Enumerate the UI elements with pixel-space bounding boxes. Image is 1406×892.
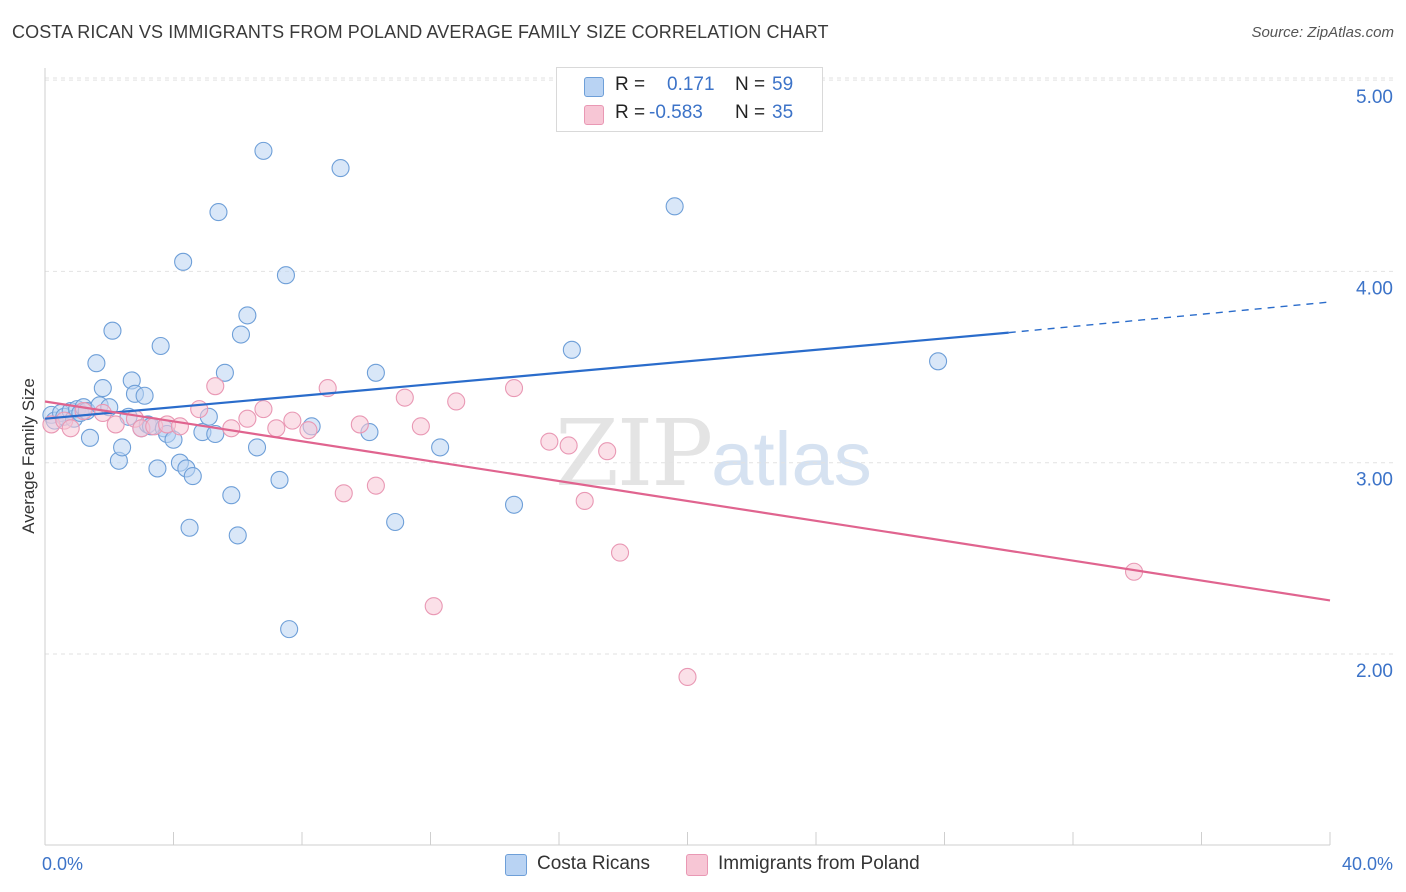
data-point-costa-ricans <box>504 495 524 514</box>
data-point-poland <box>598 442 617 461</box>
blue-square-icon <box>505 854 527 876</box>
correlation-legend: R = 0.171 N = 59 R = -0.583 N = 35 <box>556 67 823 132</box>
data-point-costa-ricans <box>247 438 267 457</box>
data-point-costa-ricans <box>80 428 100 447</box>
data-point-costa-ricans <box>148 459 167 478</box>
x-ticks <box>44 832 1331 845</box>
trend-lines <box>44 301 1331 602</box>
y-tick-label: 3.00 <box>1356 470 1393 491</box>
data-point-poland <box>190 400 209 419</box>
legend-r-value: 0.171 <box>667 74 715 95</box>
data-point-costa-ricans <box>103 321 122 340</box>
series-costa-ricans <box>42 141 948 639</box>
data-point-costa-ricans <box>93 379 112 398</box>
data-point-costa-ricans <box>431 438 450 457</box>
blue-swatch-icon <box>584 77 604 97</box>
x-tick-label-max: 40.0% <box>1342 854 1393 874</box>
data-point-poland <box>206 377 225 396</box>
data-point-costa-ricans <box>183 467 202 486</box>
legend-n-label: N = <box>735 102 766 123</box>
data-point-costa-ricans <box>366 363 385 382</box>
data-point-poland <box>299 421 318 440</box>
x-tick-label-min: 0.0% <box>42 854 83 874</box>
data-point-poland <box>74 401 93 421</box>
legend-r-value: -0.583 <box>649 102 703 123</box>
data-point-poland <box>222 419 241 438</box>
grid-lines <box>45 77 1393 655</box>
y-tick-labels: 2.00 3.00 4.00 5.00 <box>1356 87 1393 682</box>
data-point-poland <box>238 409 257 428</box>
watermark-atlas: atlas <box>711 417 872 502</box>
axes <box>44 68 1330 846</box>
legend-n-label: N = <box>735 74 766 95</box>
data-point-poland <box>61 419 80 438</box>
data-point-costa-ricans <box>206 424 225 444</box>
data-point-poland <box>575 491 594 511</box>
legend-r-label: R = <box>615 74 646 95</box>
data-point-poland <box>267 419 286 438</box>
data-point-poland <box>366 476 385 495</box>
legend-n-value: 59 <box>772 74 794 95</box>
data-point-costa-ricans <box>174 252 193 271</box>
data-point-poland <box>678 667 697 687</box>
data-point-poland <box>411 417 430 436</box>
data-point-costa-ricans <box>215 363 234 382</box>
y-tick-label: 5.00 <box>1356 87 1393 108</box>
legend-label-costa-ricans: Costa Ricans <box>537 853 650 874</box>
data-point-costa-ricans <box>151 336 170 356</box>
trend-extension-costa-ricans <box>1008 301 1331 334</box>
legend-label-poland: Immigrants from Poland <box>718 853 920 874</box>
data-point-costa-ricans <box>562 340 581 359</box>
data-point-poland <box>610 543 630 562</box>
data-point-costa-ricans <box>231 325 251 344</box>
legend-row-poland: R = -0.583 N = 35 <box>557 100 822 128</box>
data-point-costa-ricans <box>280 620 299 639</box>
series-legend: Costa Ricans Immigrants from Poland <box>0 852 1406 878</box>
chart-title: COSTA RICAN VS IMMIGRANTS FROM POLAND AV… <box>12 22 829 42</box>
pink-square-icon <box>686 854 708 876</box>
watermark-zip: ZIP <box>555 400 713 507</box>
data-point-poland <box>504 379 524 398</box>
data-point-costa-ricans <box>386 512 405 532</box>
data-point-poland <box>106 415 125 434</box>
y-tick-label: 2.00 <box>1356 661 1393 682</box>
data-point-poland <box>559 436 578 455</box>
data-point-costa-ricans <box>270 470 289 489</box>
data-point-poland <box>350 415 369 434</box>
legend-row-costa-ricans: R = 0.171 N = 59 <box>557 72 822 100</box>
data-point-costa-ricans <box>222 486 241 505</box>
trend-line-costa-ricans <box>44 331 1009 420</box>
data-point-costa-ricans <box>113 438 132 457</box>
pink-swatch-icon <box>584 105 604 125</box>
data-point-costa-ricans <box>135 386 154 405</box>
y-axis-label: Average Family Size <box>19 378 38 534</box>
source-label: Source: ZipAtlas.com <box>1251 24 1394 41</box>
data-point-costa-ricans <box>180 518 199 537</box>
data-point-costa-ricans <box>254 141 273 160</box>
data-point-poland <box>283 411 302 430</box>
data-point-poland <box>254 400 273 419</box>
data-point-poland <box>395 388 414 407</box>
data-point-poland <box>540 432 559 451</box>
data-point-costa-ricans <box>238 306 257 325</box>
data-point-costa-ricans <box>87 354 106 373</box>
data-point-costa-ricans <box>209 203 228 222</box>
data-point-costa-ricans <box>331 159 350 178</box>
data-point-costa-ricans <box>228 526 247 545</box>
data-point-poland <box>334 484 353 503</box>
data-point-costa-ricans <box>276 266 295 285</box>
trend-line-poland <box>44 400 1331 602</box>
watermark: ZIPatlas <box>555 400 872 507</box>
data-point-costa-ricans <box>665 197 684 216</box>
data-point-poland <box>424 597 443 616</box>
y-tick-label: 4.00 <box>1356 278 1393 299</box>
data-point-costa-ricans <box>929 352 948 371</box>
legend-n-value: 35 <box>772 102 794 123</box>
legend-r-label: R = <box>615 102 646 123</box>
data-point-poland <box>447 392 466 411</box>
